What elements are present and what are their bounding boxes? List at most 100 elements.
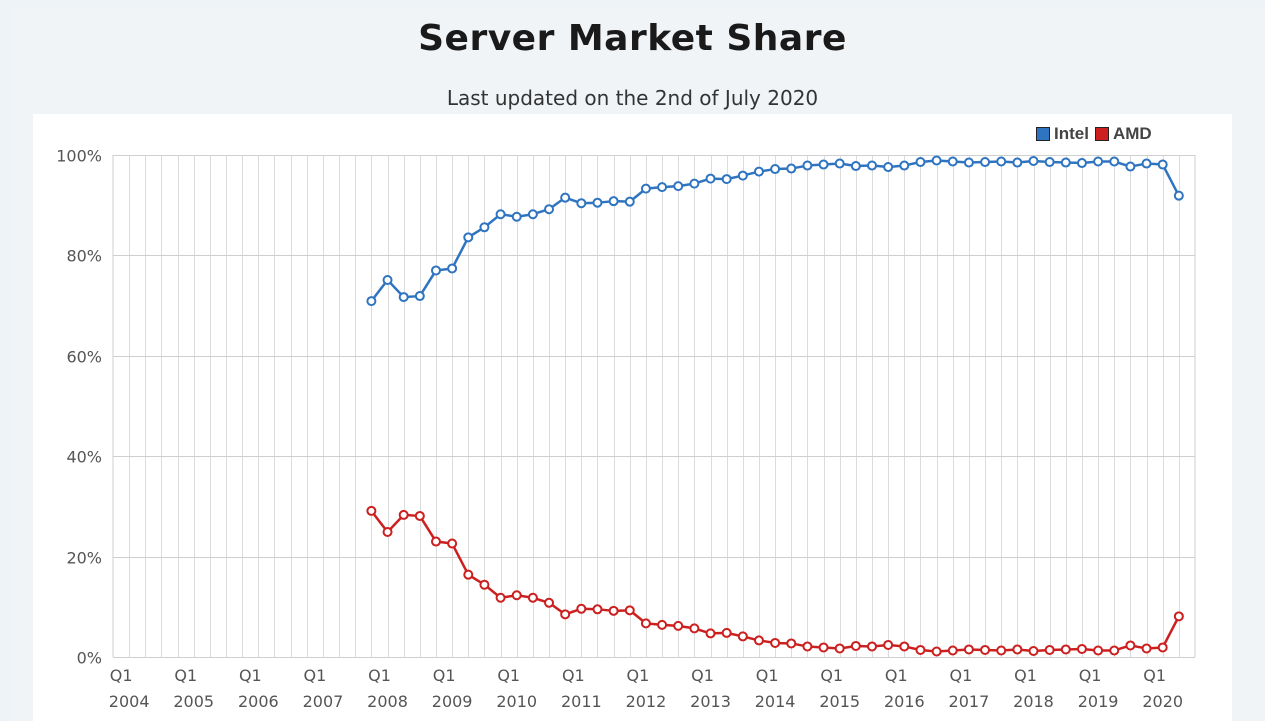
data-point-amd xyxy=(1028,645,1039,656)
data-point-amd xyxy=(721,627,732,638)
data-point-amd xyxy=(624,605,635,616)
data-point-amd xyxy=(608,605,619,616)
data-point-amd xyxy=(899,641,910,652)
data-point-amd xyxy=(1044,644,1055,655)
data-point-intel xyxy=(447,263,458,274)
data-point-intel xyxy=(818,159,829,170)
y-tick-label: 0% xyxy=(77,649,102,668)
data-point-amd xyxy=(850,640,861,651)
data-point-amd xyxy=(818,642,829,653)
data-point-amd xyxy=(430,536,441,547)
x-tick-label-year: 2009 xyxy=(432,692,473,711)
data-point-amd xyxy=(931,646,942,657)
data-point-amd xyxy=(366,505,377,516)
x-tick-label-quarter: Q1 xyxy=(1143,666,1166,685)
data-point-intel xyxy=(737,170,748,181)
data-point-amd xyxy=(737,631,748,642)
data-point-amd xyxy=(1157,642,1168,653)
data-point-intel xyxy=(867,160,878,171)
data-point-amd xyxy=(883,639,894,650)
data-point-intel xyxy=(560,192,571,203)
x-tick-label-year: 2014 xyxy=(755,692,796,711)
x-tick-label-year: 2006 xyxy=(238,692,279,711)
data-point-intel xyxy=(511,211,522,222)
x-tick-label-year: 2007 xyxy=(303,692,344,711)
legend-item-intel[interactable]: Intel xyxy=(1036,124,1089,144)
y-tick-label: 100% xyxy=(56,147,102,166)
data-point-amd xyxy=(576,603,587,614)
data-point-amd xyxy=(1141,643,1152,654)
data-point-intel xyxy=(980,157,991,168)
data-point-intel xyxy=(721,174,732,185)
data-point-intel xyxy=(527,209,538,220)
data-point-intel xyxy=(1012,157,1023,168)
data-point-amd xyxy=(560,609,571,620)
data-point-intel xyxy=(414,291,425,302)
data-point-intel xyxy=(947,156,958,167)
x-tick-label-quarter: Q1 xyxy=(368,666,391,685)
data-point-amd xyxy=(963,644,974,655)
data-point-amd xyxy=(463,569,474,580)
data-point-intel xyxy=(382,274,393,285)
x-tick-label-quarter: Q1 xyxy=(756,666,779,685)
data-point-amd xyxy=(1125,640,1136,651)
data-point-intel xyxy=(1125,161,1136,172)
legend-swatch-amd xyxy=(1094,127,1109,141)
x-tick-label-quarter: Q1 xyxy=(174,666,197,685)
data-point-amd xyxy=(1076,643,1087,654)
y-tick-label: 60% xyxy=(66,348,102,367)
data-point-intel xyxy=(1028,156,1039,167)
x-tick-label-year: 2011 xyxy=(561,692,602,711)
y-tick-label: 80% xyxy=(66,247,102,266)
data-point-intel xyxy=(753,166,764,177)
plot-area-background xyxy=(33,114,1232,721)
x-tick-label-quarter: Q1 xyxy=(1079,666,1102,685)
data-point-intel xyxy=(1076,158,1087,169)
data-point-intel xyxy=(366,296,377,307)
data-point-amd xyxy=(544,597,555,608)
chart-subtitle: Last updated on the 2nd of July 2020 xyxy=(446,86,819,110)
x-tick-label-year: 2016 xyxy=(884,692,925,711)
data-point-intel xyxy=(479,222,490,233)
chart-legend: Intel AMD xyxy=(1036,124,1158,144)
data-point-amd xyxy=(867,641,878,652)
data-point-amd xyxy=(511,590,522,601)
data-point-amd xyxy=(479,579,490,590)
data-point-intel xyxy=(673,181,684,192)
data-point-amd xyxy=(673,620,684,631)
x-tick-label-year: 2015 xyxy=(819,692,860,711)
x-tick-label-year: 2010 xyxy=(496,692,537,711)
data-point-amd xyxy=(689,623,700,634)
data-point-intel xyxy=(689,178,700,189)
data-point-amd xyxy=(786,638,797,649)
x-tick-label-quarter: Q1 xyxy=(950,666,973,685)
data-point-intel xyxy=(624,196,635,207)
data-point-intel xyxy=(640,183,651,194)
data-point-amd xyxy=(1060,644,1071,655)
x-tick-label-year: 2018 xyxy=(1013,692,1054,711)
data-point-amd xyxy=(1093,645,1104,656)
data-point-intel xyxy=(899,160,910,171)
data-point-intel xyxy=(850,161,861,172)
data-point-intel xyxy=(657,182,668,193)
data-point-amd xyxy=(705,628,716,639)
legend-item-amd[interactable]: AMD xyxy=(1094,124,1152,144)
legend-swatch-intel xyxy=(1036,127,1050,141)
y-tick-label: 40% xyxy=(66,448,102,467)
data-point-intel xyxy=(398,292,409,303)
x-tick-label-quarter: Q1 xyxy=(627,666,650,685)
x-tick-label-quarter: Q1 xyxy=(1014,666,1037,685)
data-point-intel xyxy=(463,232,474,243)
data-point-amd xyxy=(527,592,538,603)
data-point-intel xyxy=(1173,190,1184,201)
x-tick-label-quarter: Q1 xyxy=(820,666,843,685)
x-tick-label-year: 2019 xyxy=(1078,692,1119,711)
data-point-intel xyxy=(834,158,845,169)
x-tick-label-quarter: Q1 xyxy=(691,666,714,685)
data-point-amd xyxy=(495,592,506,603)
data-point-intel xyxy=(495,209,506,220)
data-point-amd xyxy=(382,527,393,538)
data-point-amd xyxy=(1012,644,1023,655)
data-point-intel xyxy=(786,163,797,174)
